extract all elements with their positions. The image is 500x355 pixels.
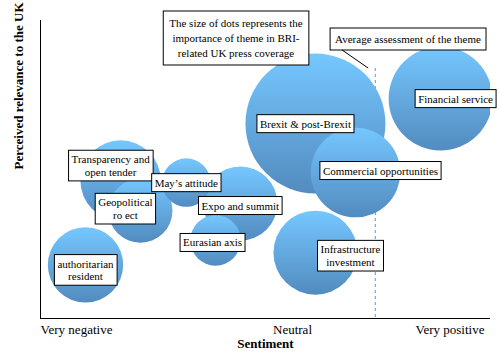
svg-text:Sentiment: Sentiment [237, 336, 294, 351]
svg-text:Average assessment of the them: Average assessment of the theme [335, 33, 481, 45]
svg-text:May’s attitude: May’s attitude [155, 177, 218, 189]
svg-text:Neutral: Neutral [273, 322, 312, 337]
svg-text:Very negative: Very negative [41, 322, 113, 337]
svg-text:Expo and summit: Expo and summit [201, 200, 279, 212]
svg-text:Eurasian axis: Eurasian axis [183, 236, 242, 248]
svg-text:Perceived relevance to the UK: Perceived relevance to the UK [11, 2, 26, 170]
svg-text:authoritarianresident: authoritarianresident [57, 258, 114, 283]
svg-text:Commercial opportunities: Commercial opportunities [323, 165, 438, 177]
svg-text:Financial service: Financial service [418, 93, 493, 105]
svg-text:Brexit & post-Brexit: Brexit & post-Brexit [260, 118, 351, 130]
svg-text:Infrastructureinvestment: Infrastructureinvestment [321, 243, 381, 268]
svg-text:Very positive: Very positive [416, 322, 485, 337]
svg-text:The size of dots represents th: The size of dots represents theimportanc… [169, 17, 303, 59]
svg-text:Geopoliticalro ect: Geopoliticalro ect [98, 196, 152, 221]
svg-text:Transparency andopen tender: Transparency andopen tender [72, 153, 151, 178]
